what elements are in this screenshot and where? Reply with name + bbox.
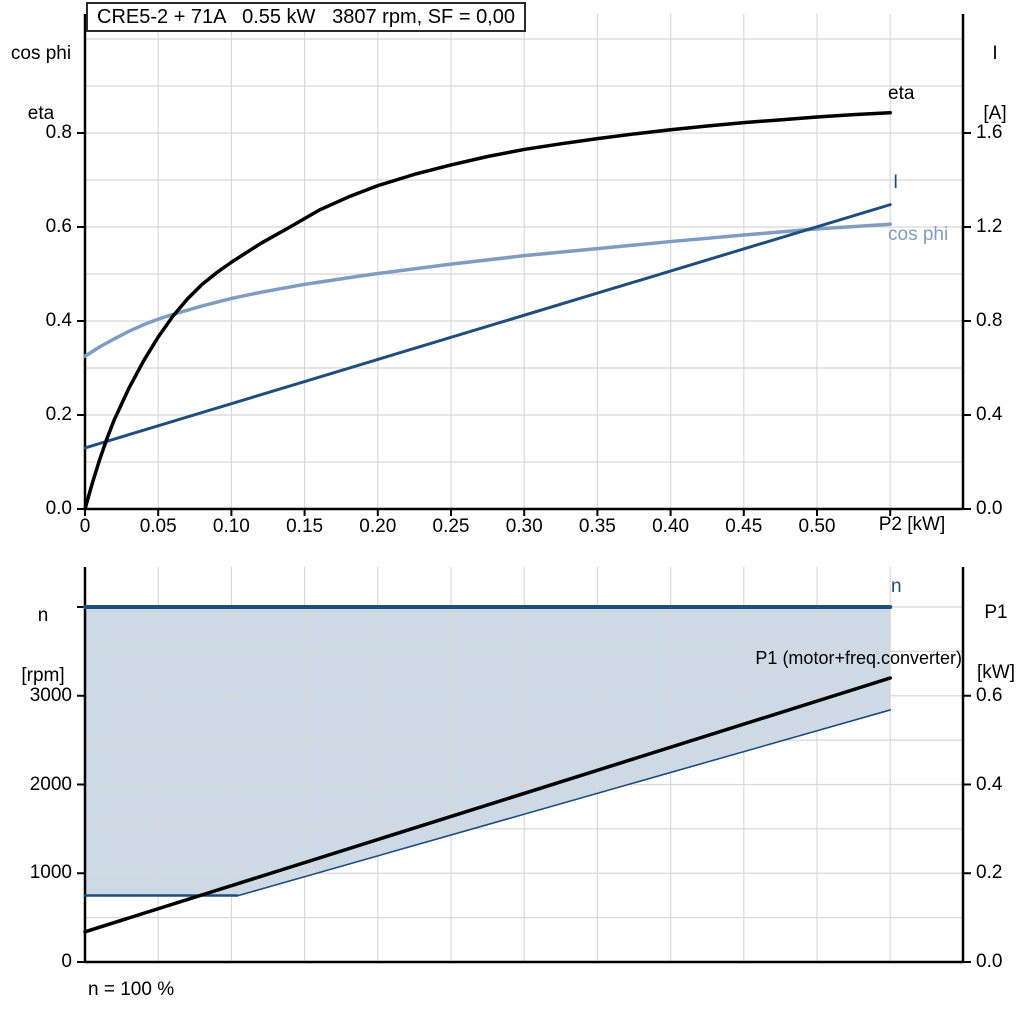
y-right-tick-label: 0.8 [976, 310, 1003, 331]
axis-label-eta: eta [27, 103, 55, 124]
axis-label-p1: P1 [984, 602, 1008, 623]
top-left-axis-label: cos phi eta [6, 4, 76, 164]
chart-title-box: CRE5-2 + 71A 0.55 kW 3807 rpm, SF = 0,00 [86, 2, 526, 32]
axis-label-speed-unit: [rpm] [21, 665, 65, 686]
eta-curve [83, 111, 892, 511]
y-left-tick-label: 1000 [29, 862, 72, 884]
axis-label-speed: n [37, 605, 49, 626]
current-curve [83, 203, 892, 450]
x-tick-label: 0.45 [725, 516, 763, 537]
operating-range-shade [85, 607, 891, 896]
x-tick-label: 0.20 [359, 516, 397, 537]
x-tick-label: 0.35 [578, 516, 616, 537]
x-tick-label: 0.15 [286, 516, 324, 537]
curve-label-n: n [891, 576, 902, 597]
axis-label-cos-phi: cos phi [10, 43, 72, 64]
curve-label-cos-phi: cos phi [888, 224, 949, 245]
x-tick-label: 0.10 [212, 516, 250, 537]
x-tick-label: 0.40 [652, 516, 690, 537]
y-right-tick-label: 0.6 [976, 684, 1003, 706]
x-tick-label: 0 [79, 516, 91, 537]
cos-phi-curve [83, 222, 892, 358]
p1-curve [83, 676, 892, 934]
x-tick-label: 0.30 [505, 516, 543, 537]
y-left-tick-label: 0.0 [45, 498, 72, 519]
y-right-tick-label: 0.2 [976, 862, 1003, 884]
curve-label-eta: eta [888, 83, 915, 104]
y-left-tick-label: 0.4 [45, 310, 72, 331]
y-right-tick-label: 0.4 [976, 404, 1003, 425]
curve-label-p1: P1 (motor+freq.converter) [755, 648, 962, 668]
y-left-tick-label: 0.8 [45, 122, 72, 143]
x-tick-label: 0.25 [432, 516, 470, 537]
y-left-tick-label: 0.2 [45, 404, 72, 425]
y-right-tick-label: 1.2 [976, 216, 1003, 237]
y-left-tick-label: 0.6 [45, 216, 72, 237]
axis-label-current: I [992, 43, 998, 64]
bottom-left-axis-label: n [rpm] [12, 566, 74, 726]
envelope-lower-line [236, 709, 892, 897]
top-right-axis-label: I [A] [972, 4, 1018, 164]
y-right-tick-label: 0.4 [976, 773, 1003, 795]
axis-label-current-unit: [A] [983, 103, 1007, 124]
x-tick-label: 0.50 [798, 516, 836, 537]
x-axis-label: P2 [kW] [878, 514, 946, 535]
axis-label-p1-unit: [kW] [977, 662, 1015, 683]
y-right-tick-label: 0.0 [976, 951, 1003, 972]
y-left-tick-label: 2000 [29, 773, 72, 795]
annotation-n-100: n = 100 % [88, 979, 175, 1000]
y-right-tick-label: 0.0 [976, 498, 1003, 519]
y-right-tick-label: 1.6 [976, 122, 1003, 143]
y-left-tick-label: 3000 [29, 684, 72, 706]
bottom-right-axis-label: P1 [kW] [970, 563, 1022, 723]
curve-label-current: I [893, 172, 899, 193]
x-tick-label: 0.05 [139, 516, 177, 537]
y-left-tick-label: 0 [61, 951, 72, 972]
